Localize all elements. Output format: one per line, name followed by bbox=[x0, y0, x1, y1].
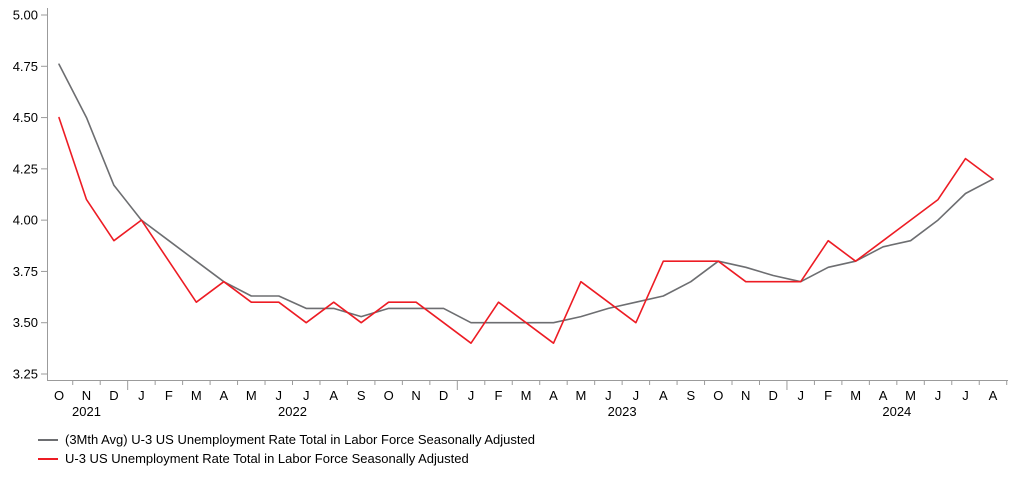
month-label: J bbox=[633, 388, 640, 403]
year-label: 2021 bbox=[72, 404, 101, 419]
month-label: A bbox=[329, 388, 338, 403]
y-tick-label: 4.25 bbox=[13, 161, 38, 176]
month-label: A bbox=[659, 388, 668, 403]
legend-label: (3Mth Avg) U-3 US Unemployment Rate Tota… bbox=[65, 432, 535, 447]
legend-line-swatch-gray bbox=[38, 438, 58, 441]
month-label: A bbox=[989, 388, 998, 403]
series-line-u3 bbox=[58, 116, 994, 345]
month-label: J bbox=[138, 388, 145, 403]
month-label: M bbox=[191, 388, 202, 403]
month-label: J bbox=[468, 388, 475, 403]
month-label: F bbox=[165, 388, 173, 403]
month-label: D bbox=[439, 388, 448, 403]
month-label: M bbox=[905, 388, 916, 403]
month-label: A bbox=[549, 388, 558, 403]
y-tick-label: 3.25 bbox=[13, 367, 38, 382]
series-line-3mth-avg bbox=[58, 63, 994, 324]
month-label: M bbox=[850, 388, 861, 403]
unemployment-chart: 5.00 4.75 4.50 4.25 4.00 3.75 3.50 3.25 O N D J F M A M… bbox=[13, 8, 1008, 419]
month-label: D bbox=[769, 388, 778, 403]
month-label: J bbox=[276, 388, 283, 403]
month-label: A bbox=[879, 388, 888, 403]
month-label: A bbox=[219, 388, 228, 403]
legend-item: U-3 US Unemployment Rate Total in Labor … bbox=[38, 449, 535, 468]
month-label: M bbox=[576, 388, 587, 403]
month-label: J bbox=[797, 388, 804, 403]
month-label: F bbox=[824, 388, 832, 403]
month-label: N bbox=[411, 388, 420, 403]
year-label: 2024 bbox=[882, 404, 911, 419]
month-label: O bbox=[384, 388, 394, 403]
month-label: J bbox=[962, 388, 969, 403]
month-label: S bbox=[357, 388, 366, 403]
year-label: 2022 bbox=[278, 404, 307, 419]
legend-line-swatch-red bbox=[38, 457, 58, 460]
month-label: N bbox=[82, 388, 91, 403]
y-tick-label: 4.50 bbox=[13, 110, 38, 125]
month-label: J bbox=[303, 388, 310, 403]
month-label: M bbox=[246, 388, 257, 403]
month-label: J bbox=[935, 388, 942, 403]
y-tick-label: 4.00 bbox=[13, 213, 38, 228]
y-tick-label: 3.75 bbox=[13, 264, 38, 279]
month-label: F bbox=[495, 388, 503, 403]
month-label: J bbox=[605, 388, 612, 403]
legend-item: (3Mth Avg) U-3 US Unemployment Rate Tota… bbox=[38, 430, 535, 449]
month-label: S bbox=[686, 388, 695, 403]
month-label: O bbox=[713, 388, 723, 403]
month-label: N bbox=[741, 388, 750, 403]
y-tick-label: 5.00 bbox=[13, 8, 38, 23]
legend: (3Mth Avg) U-3 US Unemployment Rate Tota… bbox=[38, 430, 535, 468]
month-label: M bbox=[521, 388, 532, 403]
y-tick-label: 3.50 bbox=[13, 315, 38, 330]
legend-label: U-3 US Unemployment Rate Total in Labor … bbox=[65, 451, 469, 466]
y-tick-label: 4.75 bbox=[13, 59, 38, 74]
year-label: 2023 bbox=[608, 404, 637, 419]
month-label: D bbox=[109, 388, 118, 403]
month-label: O bbox=[54, 388, 64, 403]
